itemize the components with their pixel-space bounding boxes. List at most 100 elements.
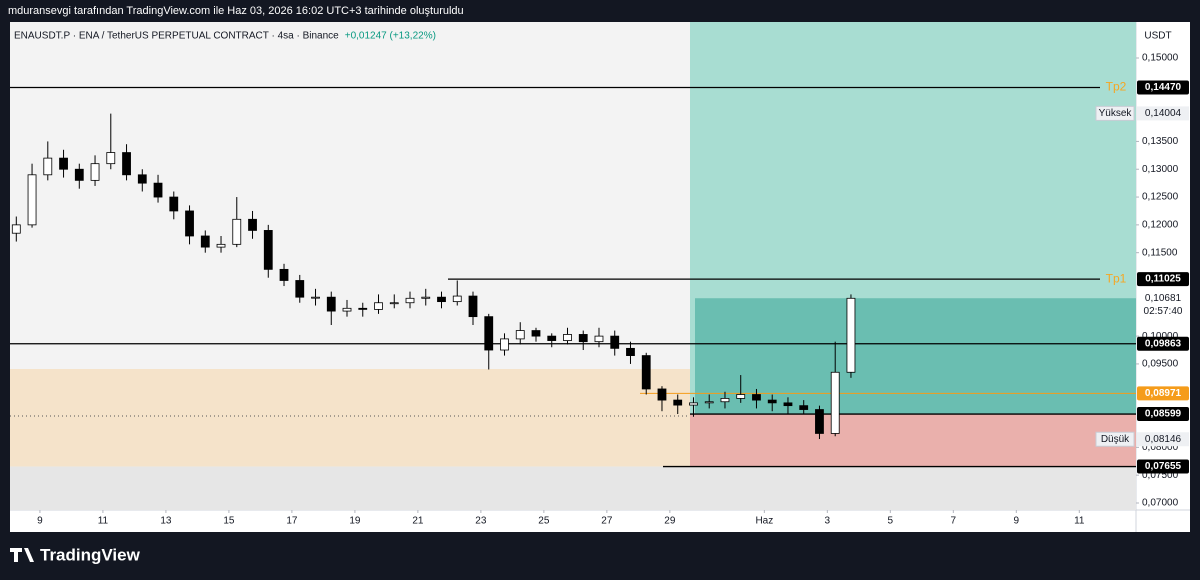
candle-body xyxy=(437,296,446,303)
price-tags: 0,14470 0,11025 0,09863 0,08971 0,08599 0,076… xyxy=(1095,80,1189,474)
x-tick-label: 11 xyxy=(98,516,109,527)
level-tag-box xyxy=(1137,336,1189,351)
candle-body xyxy=(43,157,53,176)
y-tick-label: 0,07500 xyxy=(1142,470,1179,481)
brand-icon xyxy=(10,548,34,562)
candle-body xyxy=(169,196,179,212)
candle-body xyxy=(311,296,320,299)
candle-body xyxy=(27,174,37,226)
marker-name-box xyxy=(1095,431,1135,447)
marker-name: Yüksek xyxy=(1099,108,1133,119)
x-tick-label: 7 xyxy=(951,516,957,527)
y-tick-label: 0,09500 xyxy=(1142,359,1179,370)
candle-body xyxy=(752,394,761,401)
y-tick-label: 0,10000 xyxy=(1142,331,1179,342)
candle-body xyxy=(185,210,194,237)
axis-unit: USDT xyxy=(1144,31,1171,42)
level-tag-box xyxy=(1137,407,1189,422)
candle-body xyxy=(263,230,273,270)
candle-body xyxy=(515,330,525,340)
marker-name-box xyxy=(1095,105,1135,121)
candle-body xyxy=(531,330,541,337)
x-tick-label: 15 xyxy=(223,516,235,527)
level-name: Tp1 xyxy=(1106,271,1127,285)
last-price-box xyxy=(1137,290,1189,319)
candle-body xyxy=(106,152,116,165)
y-tick-label: 0,15000 xyxy=(1142,53,1179,64)
x-tick-label: 29 xyxy=(664,516,676,527)
level-tag: 0,07655 xyxy=(1145,461,1182,472)
candle-body xyxy=(641,355,651,390)
candle-body xyxy=(610,335,620,349)
stop-zone xyxy=(690,414,1136,467)
axes: 0,15000 0,13500 0,13000 0,12500 0,12000 0,115… xyxy=(37,53,1178,527)
candle-body xyxy=(74,168,84,181)
candle-body xyxy=(578,334,588,343)
candle-body xyxy=(421,296,431,299)
banner-text: mduransevgi tarafından TradingView.com i… xyxy=(8,5,464,17)
marker-tag-box xyxy=(1137,432,1189,447)
candle-body xyxy=(846,297,856,373)
candle-body xyxy=(374,302,383,310)
candle-body xyxy=(626,347,635,356)
candle-body xyxy=(122,152,131,176)
candle-body xyxy=(295,280,305,298)
marker-tag: 0,14004 xyxy=(1145,108,1182,119)
open-profit-zone xyxy=(695,298,1136,415)
brand-logo: TradingView xyxy=(10,545,141,564)
candle-body xyxy=(736,394,746,399)
y-tick-label: 0,12000 xyxy=(1142,220,1179,231)
level-tag: 0,08971 xyxy=(1145,388,1182,399)
candle-body xyxy=(689,402,698,406)
candle-body xyxy=(468,295,478,318)
marker-tag: 0,08146 xyxy=(1145,434,1182,445)
y-tick-label: 0,08000 xyxy=(1142,442,1179,453)
candle-body xyxy=(720,398,730,403)
candle-body xyxy=(216,243,226,248)
x-tick-label: 27 xyxy=(601,516,613,527)
candle-body xyxy=(279,268,289,281)
candle-body xyxy=(248,218,257,231)
level-tag: 0,08599 xyxy=(1145,409,1182,420)
y-tick-label: 0,11500 xyxy=(1142,247,1178,258)
candle-body xyxy=(547,335,557,341)
x-tick-label: 9 xyxy=(37,516,43,527)
countdown: 02:57:40 xyxy=(1144,306,1183,317)
candle-body xyxy=(59,157,68,170)
candle-body xyxy=(657,388,667,401)
demand-zone xyxy=(10,369,690,467)
x-tick-label: 13 xyxy=(160,516,172,527)
x-tick-label: 17 xyxy=(286,516,298,527)
x-tick-label: 9 xyxy=(1014,516,1020,527)
candle-body xyxy=(342,307,352,312)
level-tag-box xyxy=(1137,386,1189,401)
candle-body xyxy=(153,182,163,198)
x-tick-label: Haz xyxy=(755,516,773,527)
x-tick-label: 3 xyxy=(825,516,831,527)
candle-body xyxy=(452,295,462,303)
x-tick-label: 11 xyxy=(1074,516,1085,527)
candle-body xyxy=(137,174,147,184)
candle-body xyxy=(830,371,840,434)
candle-body xyxy=(232,218,242,245)
y-tick-label: 0,07000 xyxy=(1142,498,1179,509)
candle-body xyxy=(767,399,777,404)
candle-body xyxy=(90,163,100,181)
candle-body xyxy=(389,302,399,305)
last-price: 0,10681 xyxy=(1145,293,1182,304)
x-tick-label: 21 xyxy=(412,516,424,527)
candle-body xyxy=(673,399,683,406)
plot: Tp2 Tp1 xyxy=(10,80,1136,468)
candle-body xyxy=(594,335,604,343)
candle-body xyxy=(200,235,210,248)
y-tick-label: 0,13000 xyxy=(1142,164,1179,175)
candle-body xyxy=(783,402,793,407)
level-tag: 0,14470 xyxy=(1145,82,1182,93)
candle-body xyxy=(500,338,509,351)
level-tag-box xyxy=(1137,80,1189,95)
candle-body xyxy=(326,296,336,312)
candle-body xyxy=(405,297,415,304)
